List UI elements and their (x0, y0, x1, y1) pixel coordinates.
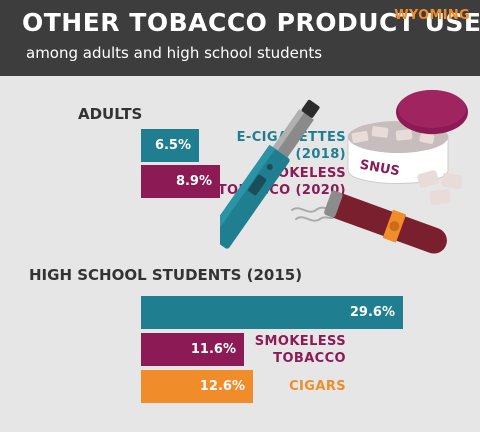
bar: 12.6% (141, 370, 253, 403)
bar: 11.6% (141, 333, 244, 366)
state-name: WYOMING (394, 8, 470, 23)
bar-category-label-line: (2018) (295, 146, 346, 162)
bar-value-label: 29.6% (349, 305, 395, 320)
snus-pouch-icon (417, 170, 463, 205)
bar-value-label: 11.6% (190, 342, 236, 357)
page-subtitle: among adults and high school students (26, 44, 323, 62)
bar-category-label: CIGARS (289, 378, 346, 395)
bar-value-label: 8.9% (175, 174, 212, 189)
bar: 8.9% (141, 165, 220, 198)
adults-section-title: ADULTS (78, 105, 143, 123)
bar-category-label-line: CIGARS (289, 379, 346, 394)
tobacco-products-illustration: SNUS (220, 90, 468, 254)
cigar-icon (324, 190, 447, 254)
bar-category-label: SMOKELESS TOBACCO (255, 333, 346, 367)
snus-tin-icon: SNUS (347, 90, 468, 184)
snus-tin-label: SNUS (359, 158, 401, 180)
bar-category-label-line: SMOKELESS (254, 333, 346, 349)
bar-value-label: 6.5% (154, 138, 191, 153)
bar: 6.5% (141, 129, 199, 162)
bar-value-label: 12.6% (199, 379, 245, 394)
bar: 29.6% (141, 296, 403, 329)
bar-category-label-line: TOBACCO (273, 350, 346, 366)
students-section-title: HIGH SCHOOL STUDENTS (2015) (29, 266, 303, 284)
page-title: OTHER TOBACCO PRODUCT USE (22, 8, 480, 37)
e-cigarette-icon (220, 99, 320, 249)
header-banner: OTHER TOBACCO PRODUCT USE among adults a… (0, 0, 480, 76)
